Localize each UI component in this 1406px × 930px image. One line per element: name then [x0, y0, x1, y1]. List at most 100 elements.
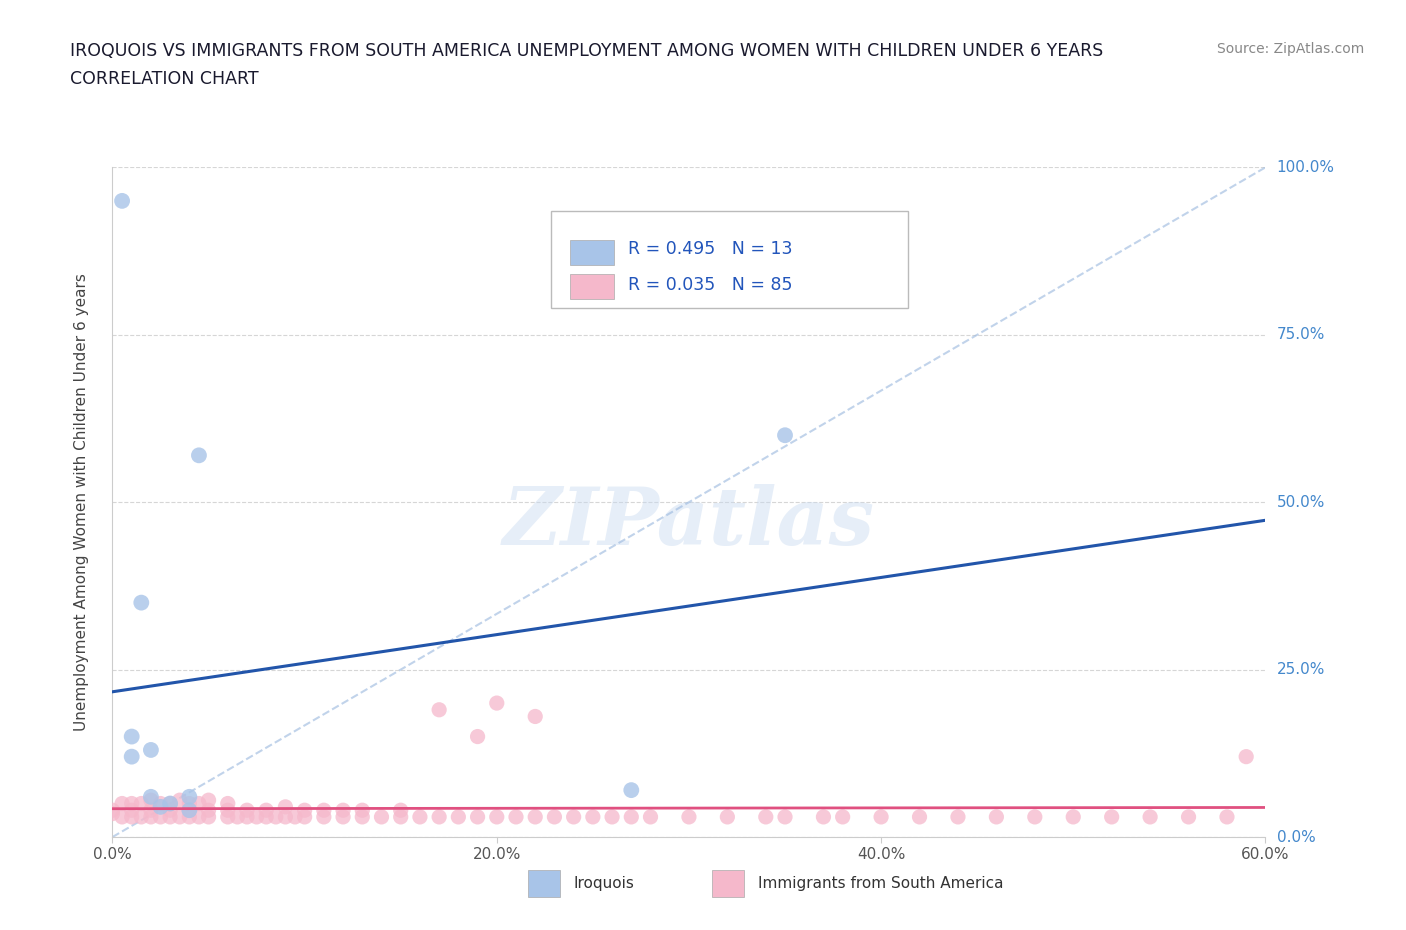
Point	[332, 809, 354, 824]
Point	[197, 803, 219, 817]
Point	[149, 796, 172, 811]
Point	[245, 809, 267, 824]
Point	[121, 803, 143, 817]
Text: R = 0.495   N = 13: R = 0.495 N = 13	[628, 240, 793, 258]
Point	[111, 809, 134, 824]
Point	[986, 809, 1008, 824]
Point	[187, 448, 211, 463]
Point	[312, 803, 335, 817]
Point	[129, 809, 153, 824]
Point	[121, 796, 143, 811]
Point	[562, 809, 585, 824]
Point	[908, 809, 931, 824]
Text: Immigrants from South America: Immigrants from South America	[758, 876, 1004, 891]
Point	[485, 696, 508, 711]
Point	[370, 809, 392, 824]
Point	[236, 803, 259, 817]
Point	[159, 796, 181, 811]
Point	[187, 796, 211, 811]
Text: 25.0%: 25.0%	[1277, 662, 1324, 677]
Point	[582, 809, 605, 824]
Point	[600, 809, 623, 824]
Point	[524, 709, 547, 724]
Point	[139, 792, 162, 807]
Point	[505, 809, 527, 824]
FancyBboxPatch shape	[551, 211, 908, 308]
Point	[121, 729, 143, 744]
FancyBboxPatch shape	[571, 273, 614, 299]
Text: Source: ZipAtlas.com: Source: ZipAtlas.com	[1216, 42, 1364, 56]
Point	[179, 803, 201, 817]
Point	[264, 809, 287, 824]
FancyBboxPatch shape	[711, 870, 744, 897]
Point	[427, 809, 450, 824]
Point	[217, 809, 239, 824]
Point	[197, 809, 219, 824]
Point	[121, 750, 143, 764]
Point	[159, 796, 181, 811]
Point	[236, 809, 259, 824]
Point	[620, 783, 643, 798]
Text: IROQUOIS VS IMMIGRANTS FROM SOUTH AMERICA UNEMPLOYMENT AMONG WOMEN WITH CHILDREN: IROQUOIS VS IMMIGRANTS FROM SOUTH AMERIC…	[70, 42, 1104, 60]
Point	[179, 796, 201, 811]
FancyBboxPatch shape	[527, 870, 560, 897]
Point	[217, 803, 239, 817]
Point	[139, 803, 162, 817]
Point	[139, 742, 162, 757]
Text: R = 0.035   N = 85: R = 0.035 N = 85	[628, 276, 793, 294]
Y-axis label: Unemployment Among Women with Children Under 6 years: Unemployment Among Women with Children U…	[75, 273, 89, 731]
Point	[254, 809, 277, 824]
Point	[409, 809, 432, 824]
Point	[179, 790, 201, 804]
Point	[169, 809, 191, 824]
Point	[294, 809, 316, 824]
Point	[640, 809, 662, 824]
Point	[179, 803, 201, 817]
Point	[1024, 809, 1046, 824]
Point	[620, 809, 643, 824]
Point	[159, 803, 181, 817]
Point	[139, 790, 162, 804]
Point	[773, 428, 796, 443]
Point	[332, 803, 354, 817]
Point	[831, 809, 853, 824]
Point	[389, 803, 412, 817]
Point	[139, 809, 162, 824]
Point	[485, 809, 508, 824]
Text: ZIPatlas: ZIPatlas	[503, 484, 875, 561]
Point	[226, 809, 249, 824]
Text: 100.0%: 100.0%	[1277, 160, 1334, 175]
Text: Iroquois: Iroquois	[574, 876, 634, 891]
Text: 50.0%: 50.0%	[1277, 495, 1324, 510]
Point	[447, 809, 470, 824]
Point	[946, 809, 969, 824]
Point	[1177, 809, 1199, 824]
Point	[773, 809, 796, 824]
Point	[121, 809, 143, 824]
Point	[813, 809, 835, 824]
Point	[524, 809, 547, 824]
Point	[101, 803, 124, 817]
Point	[197, 792, 219, 807]
Point	[274, 809, 297, 824]
Point	[129, 796, 153, 811]
Point	[1062, 809, 1084, 824]
Point	[1234, 750, 1257, 764]
Point	[427, 702, 450, 717]
Point	[543, 809, 565, 824]
Point	[352, 803, 374, 817]
Point	[111, 193, 134, 208]
Text: 0.0%: 0.0%	[1277, 830, 1315, 844]
Point	[389, 809, 412, 824]
Point	[870, 809, 893, 824]
Point	[159, 809, 181, 824]
Point	[129, 595, 153, 610]
Point	[1216, 809, 1239, 824]
Point	[149, 809, 172, 824]
Point	[755, 809, 778, 824]
Point	[179, 809, 201, 824]
Point	[716, 809, 738, 824]
Point	[274, 800, 297, 815]
Point	[101, 806, 124, 821]
Point	[678, 809, 700, 824]
